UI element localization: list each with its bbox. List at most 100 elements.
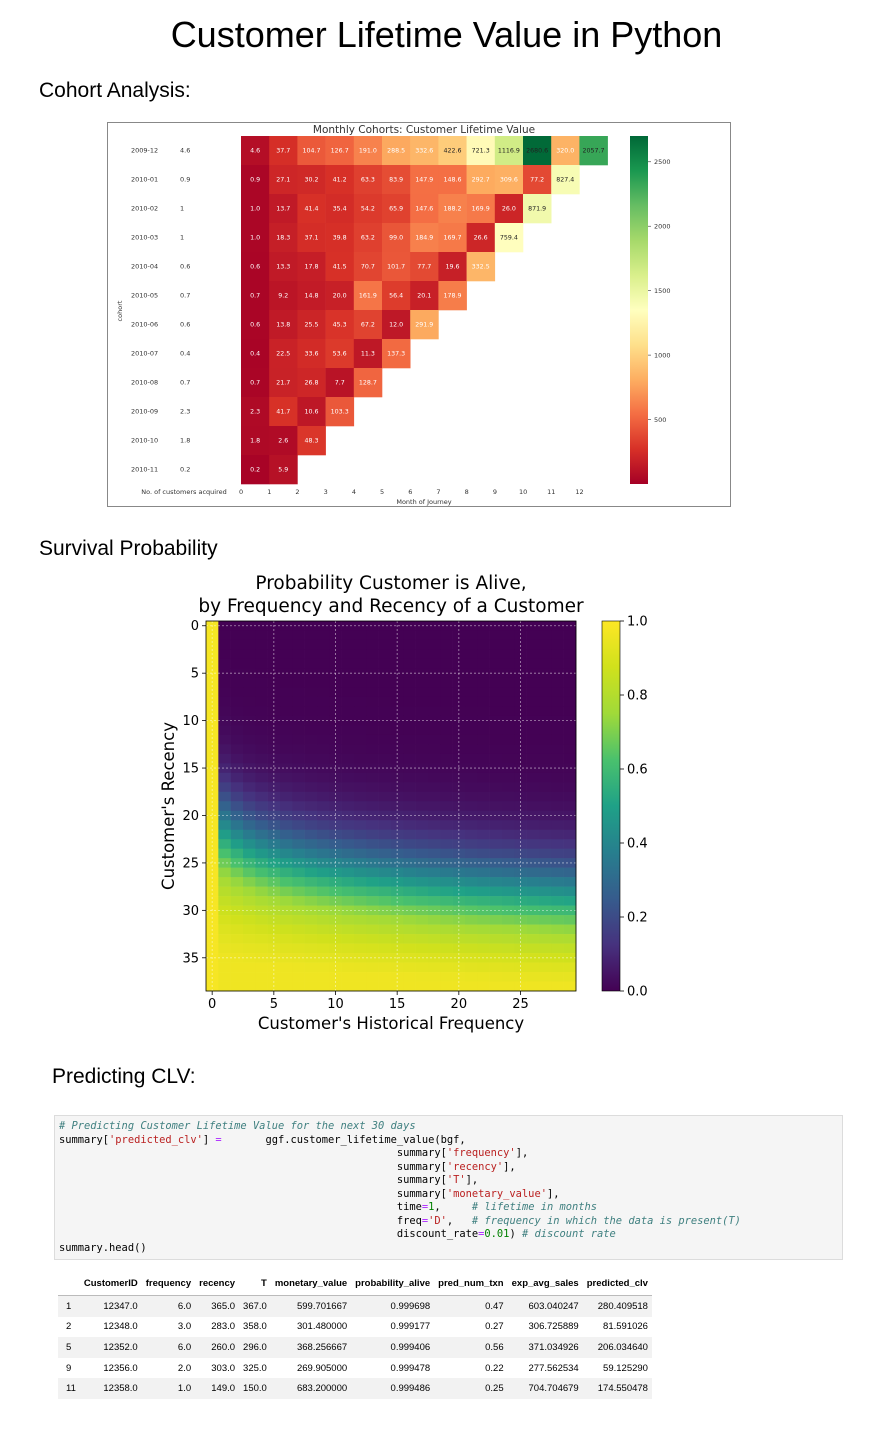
code-token: 'T' — [446, 1174, 466, 1186]
survival-cell — [489, 696, 503, 707]
survival-cell — [465, 886, 478, 897]
survival-cell — [292, 839, 305, 849]
survival-cell — [341, 753, 355, 764]
cohort-cell — [241, 194, 270, 224]
cohort-cell — [353, 165, 383, 195]
survival-cell — [428, 934, 441, 944]
survival-cell — [218, 905, 231, 916]
survival-cell — [243, 696, 256, 707]
survival-cell — [391, 630, 404, 641]
survival-cell — [477, 734, 490, 745]
survival-cell — [243, 867, 256, 878]
cohort-cell-value: 5.9 — [278, 467, 288, 474]
cohort-cell-value: 2.6 — [278, 438, 288, 445]
survival-cell — [378, 981, 392, 992]
survival-cell — [366, 820, 379, 831]
table-cell: 0.47 — [434, 1295, 508, 1317]
code-comment: # Predicting Customer Lifetime Value for… — [59, 1120, 416, 1132]
survival-cell — [391, 715, 404, 726]
survival-cell — [341, 867, 355, 878]
survival-cell — [243, 962, 256, 973]
survival-cell — [378, 791, 392, 802]
cohort-cell-value: 0.4 — [250, 351, 260, 358]
cohort-cell — [523, 136, 552, 166]
survival-cell — [452, 915, 466, 925]
cohort-cell-value: 137.3 — [387, 351, 405, 358]
survival-cell — [230, 839, 244, 849]
survival-cell — [551, 696, 564, 707]
table-cell: 0.27 — [485, 1321, 504, 1333]
cohort-cell-value: 26.8 — [304, 380, 318, 387]
survival-cell — [539, 915, 552, 925]
survival-cell — [502, 886, 515, 897]
survival-cell — [477, 924, 490, 935]
survival-cell — [366, 658, 379, 669]
survival-cell — [218, 981, 231, 992]
survival-cell — [440, 972, 453, 982]
survival-cell — [539, 668, 552, 679]
survival-cell — [280, 630, 293, 641]
survival-x-tick: 0 — [208, 997, 216, 1012]
survival-cell — [403, 744, 416, 755]
survival-cell — [465, 896, 478, 906]
survival-cell — [563, 943, 577, 954]
survival-cell — [539, 782, 552, 793]
survival-cell — [551, 877, 564, 887]
survival-cell — [304, 630, 318, 641]
cohort-chart-frame: Monthly Cohorts: Customer Lifetime Value… — [107, 122, 731, 507]
cohort-cell — [241, 281, 270, 311]
survival-x-tick: 25 — [512, 997, 529, 1012]
survival-cell — [317, 687, 330, 698]
survival-cell — [514, 763, 527, 774]
survival-cell — [317, 706, 330, 717]
cohort-cell-value: 1116.9 — [498, 148, 520, 155]
survival-cell — [551, 734, 564, 745]
survival-cell — [354, 744, 367, 755]
survival-cell — [230, 715, 244, 726]
survival-cell — [415, 820, 429, 831]
survival-cell — [206, 639, 219, 650]
survival-cell — [354, 810, 367, 821]
survival-cell — [230, 753, 244, 764]
survival-cell — [502, 668, 515, 679]
survival-cell — [354, 677, 367, 688]
survival-cell — [280, 972, 293, 982]
survival-cell — [428, 687, 441, 698]
survival-cell — [526, 848, 540, 859]
survival-cell — [341, 734, 355, 745]
survival-cell — [304, 924, 318, 935]
survival-cell — [465, 734, 478, 745]
survival-cell — [403, 867, 416, 878]
cohort-cell-value: 13.7 — [276, 206, 290, 213]
survival-cell — [292, 677, 305, 688]
cohort-cell-value: 45.3 — [333, 322, 347, 329]
cohort-row-label: 2010-10 — [131, 437, 158, 445]
survival-cell — [218, 639, 231, 650]
survival-cell — [465, 877, 478, 887]
survival-cell — [354, 734, 367, 745]
survival-cell — [341, 820, 355, 831]
cohort-cell — [269, 165, 298, 195]
survival-cell — [304, 687, 318, 698]
survival-cell — [341, 829, 355, 840]
survival-cell — [378, 801, 392, 812]
survival-cell — [563, 934, 577, 944]
survival-cell — [329, 687, 342, 698]
survival-cell — [304, 782, 318, 793]
cohort-cell — [410, 281, 439, 311]
code-token: summary[ — [396, 1147, 447, 1159]
code-token: ] — [202, 1133, 216, 1146]
cohort-cell-value: 178.9 — [443, 293, 461, 300]
survival-cell — [440, 677, 453, 688]
survival-cell — [378, 782, 392, 793]
cohort-row-label: 2010-05 — [131, 292, 158, 300]
survival-cell — [551, 810, 564, 821]
survival-cell — [267, 734, 281, 745]
survival-cell — [489, 639, 503, 650]
code-token: 0.01 — [484, 1228, 510, 1240]
survival-cell — [230, 734, 244, 745]
survival-cell — [477, 972, 490, 982]
survival-cell — [502, 658, 515, 669]
survival-cell — [415, 877, 429, 887]
cohort-cell-value: 147.9 — [415, 177, 433, 184]
